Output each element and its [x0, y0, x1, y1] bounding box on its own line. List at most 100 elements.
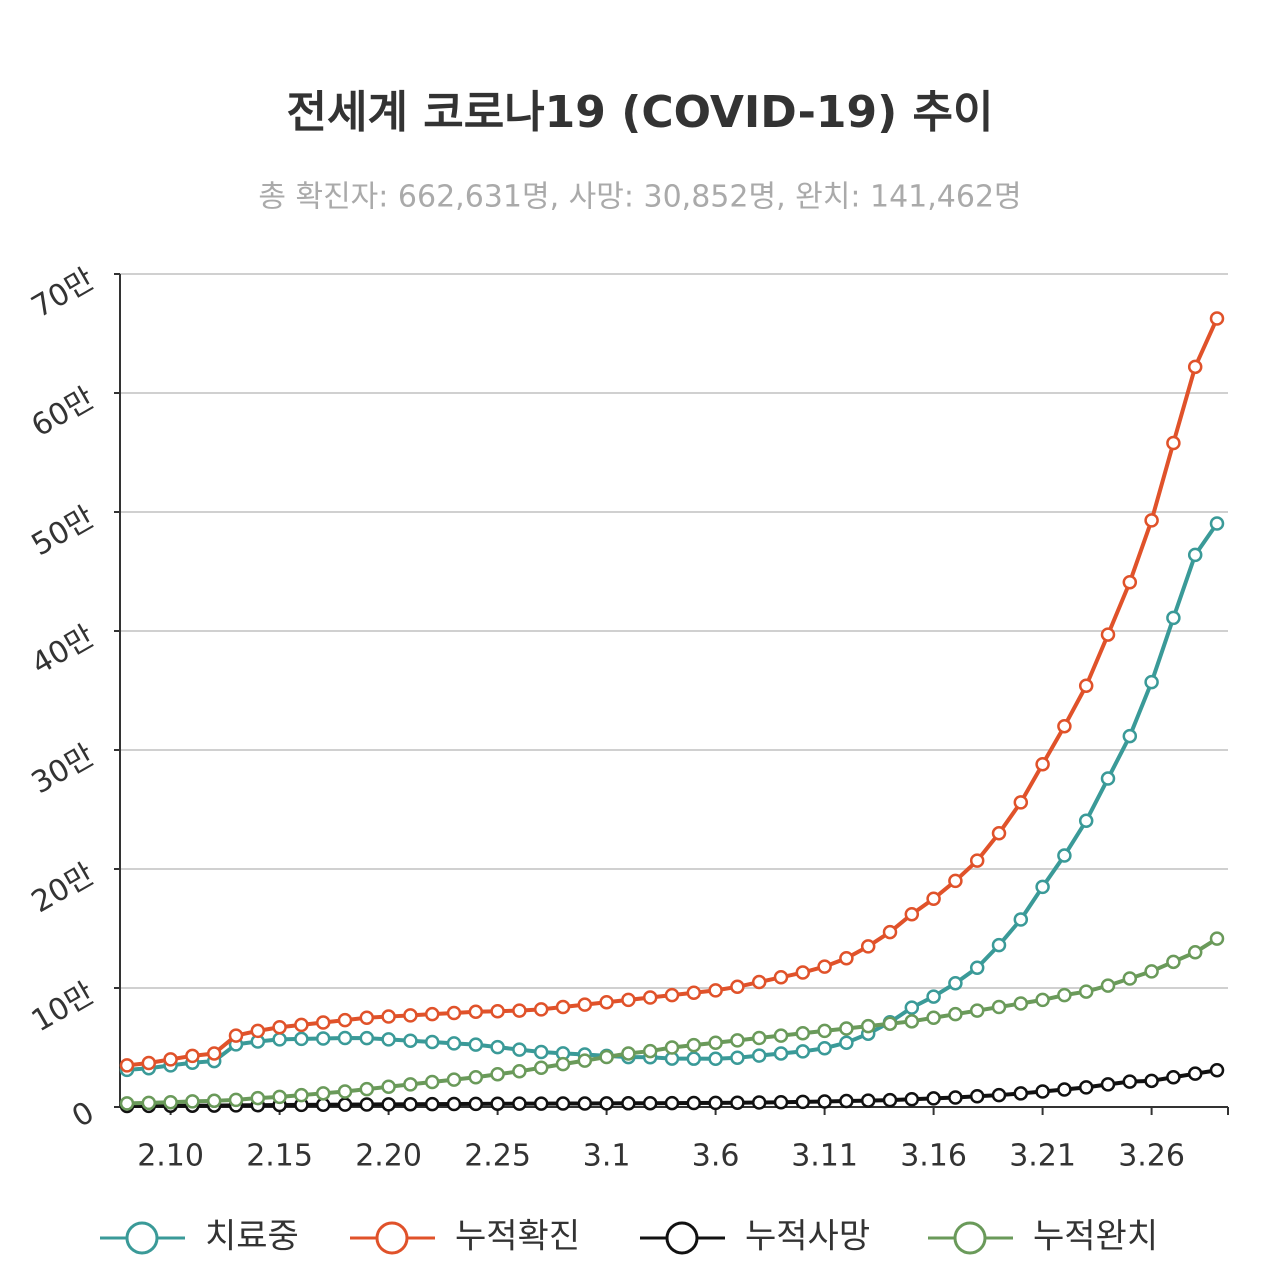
data-point — [359, 1030, 375, 1046]
data-point — [555, 999, 571, 1015]
data-point — [991, 937, 1007, 953]
data-point — [1100, 771, 1116, 786]
y-tick-label: 70만 — [26, 262, 100, 325]
data-point — [730, 1095, 745, 1110]
data-point — [337, 1097, 353, 1112]
data-point — [577, 1053, 593, 1068]
data-point — [533, 1096, 549, 1111]
data-point — [381, 1032, 396, 1047]
data-point — [1209, 931, 1225, 946]
data-point — [686, 1037, 702, 1053]
data-point — [686, 1095, 702, 1111]
data-point — [119, 1096, 135, 1111]
data-point — [468, 1037, 484, 1052]
legend-marker — [125, 1221, 159, 1255]
data-point — [315, 1086, 331, 1101]
data-point — [904, 1000, 920, 1015]
data-point — [272, 1089, 287, 1105]
data-point — [272, 1020, 287, 1035]
data-point — [1100, 1077, 1116, 1092]
data-point — [185, 1094, 200, 1109]
data-point — [686, 985, 702, 1001]
data-point — [206, 1046, 222, 1061]
data-point — [642, 1095, 658, 1111]
data-point — [490, 1003, 505, 1019]
data-point — [751, 974, 767, 990]
data-point — [773, 1094, 789, 1110]
data-point — [1187, 945, 1203, 960]
legend-label: 누적완치 — [1033, 1217, 1158, 1257]
data-point — [948, 975, 963, 991]
data-point — [991, 826, 1007, 841]
chart-title: 전세계 코로나19 (COVID-19) 추이 — [286, 87, 993, 138]
data-point — [642, 990, 658, 1005]
data-point — [337, 1012, 353, 1028]
data-point — [141, 1055, 157, 1071]
data-point — [795, 1044, 811, 1059]
data-point — [424, 1096, 440, 1112]
data-point — [228, 1028, 244, 1043]
data-point — [1057, 987, 1072, 1003]
legend-label: 누적확진 — [455, 1217, 580, 1257]
data-point — [1013, 912, 1029, 927]
data-point — [424, 1074, 440, 1090]
data-point — [228, 1092, 244, 1108]
data-point — [599, 1049, 614, 1065]
data-point — [882, 1016, 898, 1031]
data-point — [577, 1096, 593, 1111]
data-point — [969, 853, 985, 868]
data-point — [512, 1042, 527, 1057]
data-point — [860, 1093, 876, 1108]
data-point — [533, 1044, 549, 1060]
data-point — [969, 960, 985, 976]
legend-marker — [665, 1221, 699, 1255]
data-point — [446, 1096, 462, 1112]
y-tick-label: 40만 — [26, 619, 100, 682]
data-point — [1166, 610, 1181, 626]
data-point — [969, 1003, 985, 1018]
data-point — [1166, 435, 1181, 451]
data-point — [512, 1003, 527, 1018]
data-point — [1144, 1073, 1159, 1089]
data-point — [817, 959, 832, 974]
data-point — [817, 1094, 832, 1109]
data-point — [577, 997, 593, 1012]
data-point — [1187, 1066, 1203, 1081]
data-point — [163, 1052, 178, 1067]
data-point — [163, 1094, 178, 1110]
data-point — [1013, 795, 1029, 810]
x-tick-label: 2.25 — [464, 1139, 531, 1174]
data-point — [817, 1040, 832, 1056]
y-tick-label: 50만 — [26, 500, 100, 563]
data-point — [250, 1090, 266, 1106]
data-point — [315, 1031, 331, 1046]
data-point — [1035, 757, 1050, 772]
data-point — [599, 1096, 614, 1111]
data-point — [751, 1048, 767, 1063]
x-tick-label: 2.15 — [246, 1139, 313, 1174]
data-point — [359, 1081, 375, 1097]
x-tick-label: 3.26 — [1118, 1139, 1185, 1174]
legend-label: 누적사망 — [745, 1217, 870, 1257]
data-point — [708, 1051, 723, 1067]
data-point — [1144, 674, 1159, 690]
data-point — [904, 906, 920, 922]
data-point — [381, 1009, 396, 1024]
data-point — [468, 1096, 484, 1112]
data-point — [991, 999, 1007, 1015]
data-point — [1013, 1086, 1029, 1101]
data-point — [904, 1092, 920, 1107]
data-point — [1078, 1080, 1094, 1095]
data-point — [664, 1095, 680, 1111]
data-point — [1057, 718, 1072, 734]
data-point — [860, 1018, 876, 1034]
data-point — [621, 1046, 636, 1061]
data-point — [730, 979, 745, 995]
data-point — [206, 1093, 222, 1109]
data-point — [1166, 1070, 1181, 1085]
y-tick-label: 30만 — [26, 738, 100, 801]
data-point — [490, 1067, 505, 1082]
data-point — [315, 1015, 331, 1030]
data-point — [1209, 1063, 1225, 1078]
data-point — [839, 1093, 854, 1109]
